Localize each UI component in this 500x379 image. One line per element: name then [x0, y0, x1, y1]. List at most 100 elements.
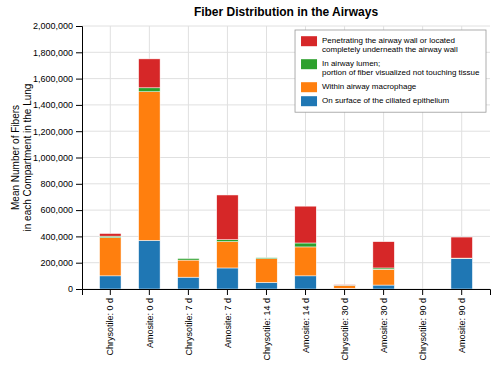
bar-segment — [373, 269, 394, 285]
x-tick-mark — [227, 289, 228, 295]
x-tick-label: Amosite: 7 d — [223, 298, 233, 348]
y-tick-mark — [76, 210, 82, 211]
bar-segment — [451, 258, 472, 259]
y-tick: 400,000 — [40, 232, 82, 242]
legend-label-line: completely underneath the airway wall — [322, 46, 458, 55]
y-tick-label: 200,000 — [40, 258, 73, 268]
x-tick-label: Chrysotile: 14 d — [262, 298, 272, 361]
y-tick-label: 2,000,000 — [33, 21, 73, 31]
y-tick-label: 1,000,000 — [33, 153, 73, 163]
y-tick: 1,400,000 — [33, 100, 82, 110]
y-tick: 1,600,000 — [33, 74, 82, 84]
y-tick-mark — [76, 79, 82, 80]
bar-segment — [100, 234, 121, 237]
x-tick: Amosite: 7 d — [223, 289, 233, 348]
y-tick: 800,000 — [40, 179, 82, 189]
legend-swatch — [301, 59, 317, 69]
bar-segment — [100, 276, 121, 289]
bar-segment — [256, 282, 277, 289]
y-tick-label: 1,200,000 — [33, 127, 73, 137]
y-tick-mark — [76, 26, 82, 27]
chart-title: Fiber Distribution in the Airways — [194, 5, 379, 19]
legend-item: In airway lumen;portion of fiber visuali… — [301, 59, 480, 78]
y-tick-mark — [76, 263, 82, 264]
legend-box — [295, 30, 486, 112]
bar-segment — [178, 258, 199, 259]
bar-segment — [178, 258, 199, 260]
x-tick-label: Chrysotile: 7 d — [184, 298, 194, 356]
bar-segment — [295, 276, 316, 289]
legend-swatch — [301, 96, 317, 106]
bar-series — [100, 240, 473, 289]
x-tick: Chrysotile: 90 d — [418, 289, 428, 361]
x-tick-mark — [383, 289, 384, 295]
bar-segment — [451, 237, 472, 258]
y-axis-title-line: in each Compartment in the Lung — [22, 84, 33, 232]
y-tick: 200,000 — [40, 258, 82, 268]
legend-label-line: Penetrating the airway wall or located — [322, 36, 455, 45]
y-tick-mark — [76, 184, 82, 185]
bar-series — [100, 92, 395, 289]
legend-label: Penetrating the airway wall or locatedco… — [322, 36, 458, 55]
legend-label-line: On surface of the ciliated epithelium — [322, 96, 450, 105]
y-tick-label: 1,600,000 — [33, 74, 73, 84]
x-tick-mark — [422, 289, 423, 295]
y-axis: 0200,000400,000600,000800,0001,000,0001,… — [33, 21, 83, 294]
chart-svg: 0200,000400,000600,000800,0001,000,0001,… — [0, 0, 500, 379]
y-tick-label: 400,000 — [40, 232, 73, 242]
y-tick: 2,000,000 — [33, 21, 82, 31]
y-tick-mark — [76, 52, 82, 53]
chart-container: 0200,000400,000600,000800,0001,000,0001,… — [0, 0, 500, 379]
x-tick: Chrysotile: 30 d — [340, 289, 350, 361]
bar-segment — [412, 289, 433, 290]
bar-series — [100, 88, 473, 286]
x-grid-line — [188, 26, 189, 289]
bar-segment — [295, 247, 316, 276]
y-tick-label: 800,000 — [40, 179, 73, 189]
y-tick-label: 1,800,000 — [33, 48, 73, 58]
bar-segment — [178, 277, 199, 289]
plot-area: 0200,000400,000600,000800,0001,000,0001,… — [33, 21, 491, 360]
x-tick-label: Chrysotile: 90 d — [418, 298, 428, 361]
bar-segment — [178, 260, 199, 277]
legend-swatch — [301, 36, 317, 46]
x-tick-mark — [188, 289, 189, 295]
legend-items: Penetrating the airway wall or locatedco… — [301, 36, 480, 106]
bar-segment — [217, 240, 238, 242]
x-tick: Amosite: 14 d — [301, 289, 311, 353]
legend-label: In airway lumen;portion of fiber visuali… — [322, 59, 480, 78]
y-tick: 0 — [68, 284, 82, 294]
bar-segment — [256, 257, 277, 258]
x-tick-label: Amosite: 90 d — [457, 298, 467, 353]
x-tick-mark — [344, 289, 345, 295]
bar-segment — [373, 285, 394, 289]
legend-label-line: In airway lumen; — [322, 59, 380, 68]
bar-segment — [256, 258, 277, 259]
x-tick-label: Chrysotile: 30 d — [340, 298, 350, 361]
y-tick-mark — [76, 158, 82, 159]
y-axis-title: Mean Number of Fibersin each Compartment… — [10, 84, 33, 232]
legend-label-line: Within airway macrophage — [322, 82, 417, 91]
y-tick-mark — [76, 105, 82, 106]
y-tick: 1,200,000 — [33, 127, 82, 137]
x-tick: Chrysotile: 0 d — [105, 289, 115, 356]
x-tick-label: Amosite: 0 d — [144, 298, 154, 348]
legend-label: On surface of the ciliated epithelium — [322, 96, 450, 105]
grid — [82, 26, 490, 289]
x-tick-mark — [461, 289, 462, 295]
bar-segment — [217, 195, 238, 240]
y-tick-mark — [76, 131, 82, 132]
bar-segment — [139, 59, 160, 88]
legend-label-line: portion of fiber visualized not touching… — [322, 69, 480, 78]
x-axis: Chrysotile: 0 d Amosite: 0 d Chrysotile: 7… — [83, 289, 491, 361]
y-axis-line — [76, 27, 83, 290]
bar-segment — [139, 88, 160, 92]
x-axis-line — [83, 290, 491, 296]
x-tick-mark — [149, 289, 150, 295]
bar-segment — [373, 242, 394, 268]
x-tick-mark — [110, 289, 111, 295]
legend: Penetrating the airway wall or locatedco… — [295, 30, 486, 112]
x-tick: Chrysotile: 7 d — [184, 289, 194, 356]
bar-segment — [139, 92, 160, 241]
bar-segment — [295, 243, 316, 247]
